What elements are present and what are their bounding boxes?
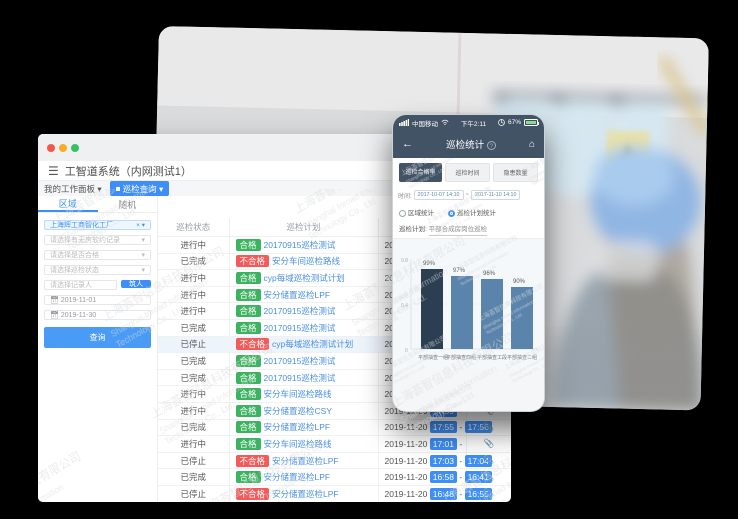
svg-text:平部抽查一组: 平部抽查一组 xyxy=(418,354,448,361)
svg-text:99%: 99% xyxy=(423,261,436,267)
svg-text:0.4: 0.4 xyxy=(401,303,408,309)
svg-text:96%: 96% xyxy=(483,271,496,277)
svg-text:平部抽查二组: 平部抽查二组 xyxy=(507,354,537,361)
svg-text:0: 0 xyxy=(405,348,408,354)
svg-text:0.8: 0.8 xyxy=(401,258,408,264)
svg-text:97%: 97% xyxy=(453,268,466,274)
svg-text:平部抽查四组: 平部抽查四组 xyxy=(446,354,476,361)
svg-text:90%: 90% xyxy=(513,279,526,285)
svg-text:平部抽查工段: 平部抽查工段 xyxy=(477,354,507,361)
